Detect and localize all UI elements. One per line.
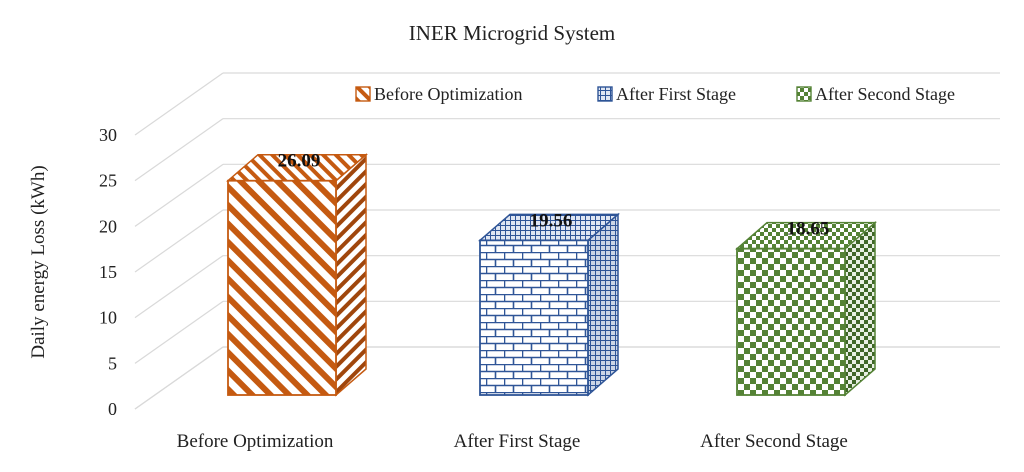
data-label: 19.56 xyxy=(530,210,573,231)
bars xyxy=(225,153,878,397)
y-tick-label: 25 xyxy=(99,171,117,191)
data-label: 26.09 xyxy=(278,151,321,172)
gridline-side xyxy=(134,300,224,364)
legend-swatch xyxy=(796,86,812,102)
legend-swatch xyxy=(597,86,613,102)
y-tick-label: 15 xyxy=(99,262,117,282)
y-tick-label: 0 xyxy=(108,399,117,419)
gridline-side xyxy=(134,72,224,136)
bar-front-face xyxy=(479,239,589,396)
y-tick-label: 5 xyxy=(108,353,117,373)
legend-item: After First Stage xyxy=(597,84,736,104)
bar-after-second-stage xyxy=(734,221,878,397)
gridline-side xyxy=(134,163,224,227)
y-axis-label: Daily energy Loss (kWh) xyxy=(28,165,49,358)
x-tick-label: After First Stage xyxy=(454,431,581,452)
bar-front-face xyxy=(227,179,337,396)
y-axis-ticks: 0 5 10 15 20 25 30 xyxy=(99,125,117,419)
gridline-side xyxy=(134,209,224,273)
legend-label: After Second Stage xyxy=(815,84,955,104)
bar-after-first-stage xyxy=(477,212,621,397)
y-tick-label: 20 xyxy=(99,216,117,236)
x-axis-labels: Before Optimization After First Stage Afte… xyxy=(177,431,848,452)
y-tick-label: 30 xyxy=(99,125,117,145)
legend-item: After Second Stage xyxy=(796,84,955,104)
bar-side-face xyxy=(587,212,619,397)
legend-label: Before Optimization xyxy=(374,84,522,104)
gridline-side xyxy=(134,346,224,410)
gridline-side xyxy=(134,118,224,182)
bar-side-face xyxy=(844,221,876,397)
legend-swatch xyxy=(355,86,371,102)
chart-title: INER Microgrid System xyxy=(409,21,615,45)
x-tick-label: After Second Stage xyxy=(700,431,848,452)
bar-side-face xyxy=(335,153,367,397)
y-tick-label: 10 xyxy=(99,308,117,328)
data-label: 18.65 xyxy=(787,219,830,240)
bar-before-optimization xyxy=(225,153,369,397)
data-labels: 26.09 19.56 18.65 xyxy=(278,151,830,240)
legend-label: After First Stage xyxy=(616,84,736,104)
legend: Before Optimization After First Stage Afte… xyxy=(355,84,955,104)
x-tick-label: Before Optimization xyxy=(177,431,334,452)
gridline-side xyxy=(134,255,224,319)
bar-front-face xyxy=(736,247,846,396)
legend-item: Before Optimization xyxy=(355,84,522,104)
